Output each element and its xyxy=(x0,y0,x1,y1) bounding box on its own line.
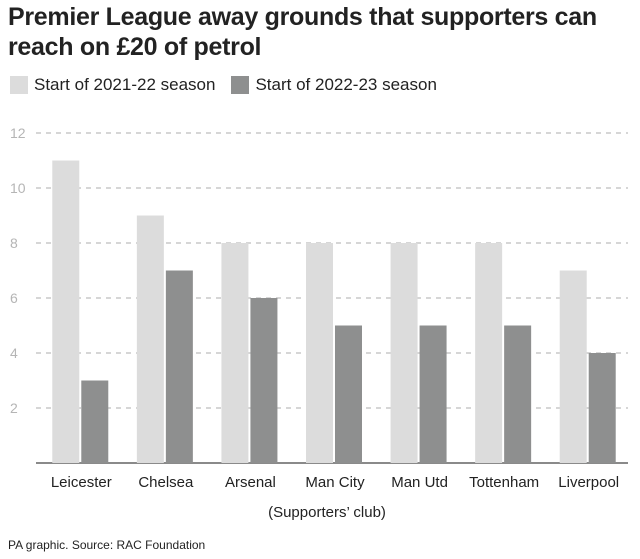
legend-swatch-2022-23 xyxy=(231,76,250,94)
bar-leicester-series-2 xyxy=(81,380,109,463)
source-footer: PA graphic. Source: RAC Foundation xyxy=(8,538,206,552)
legend-swatch-2021-22 xyxy=(10,76,28,94)
chart-legend: Start of 2021-22 season Start of 2022-23… xyxy=(10,72,453,98)
y-tick-label-12: 12 xyxy=(10,125,26,141)
x-tick-label-liverpool: Liverpool xyxy=(558,474,619,491)
bar-tottenham-series-1 xyxy=(475,243,503,463)
bar-chart: 2 4 6 8 10 12 Leicester Chelsea Arsenal Man City M… xyxy=(10,125,628,521)
legend-label-2022-23: Start of 2022-23 season xyxy=(255,75,437,94)
legend-item-2021-22: Start of 2021-22 season xyxy=(10,75,215,95)
bar-man-city-series-2 xyxy=(335,325,362,463)
legend-item-2022-23: Start of 2022-23 season xyxy=(231,75,437,95)
bar-man-utd-series-2 xyxy=(419,325,447,463)
legend-label-2021-22: Start of 2021-22 season xyxy=(34,75,216,94)
chart-title: Premier League away grounds that support… xyxy=(8,3,597,61)
bar-man-utd-series-1 xyxy=(390,243,418,463)
x-tick-label-chelsea: Chelsea xyxy=(138,474,194,491)
x-tick-label-arsenal: Arsenal xyxy=(225,474,276,491)
bar-chelsea-series-2 xyxy=(165,270,193,463)
bar-liverpool-series-2 xyxy=(588,353,616,463)
bar-arsenal-series-1 xyxy=(221,243,249,463)
x-tick-label-man-city: Man City xyxy=(305,474,365,491)
bar-arsenal-series-2 xyxy=(250,298,278,463)
x-tick-label-tottenham: Tottenham xyxy=(469,474,539,491)
bar-leicester-series-1 xyxy=(52,160,80,463)
y-tick-label-8: 8 xyxy=(10,235,18,251)
bar-liverpool-series-1 xyxy=(559,270,587,463)
bar-tottenham-series-2 xyxy=(504,325,532,463)
y-tick-label-4: 4 xyxy=(10,345,18,361)
bar-chelsea-series-1 xyxy=(136,215,164,463)
y-tick-label-6: 6 xyxy=(10,290,18,306)
x-tick-label-leicester: Leicester xyxy=(51,474,112,491)
y-tick-label-2: 2 xyxy=(10,400,18,416)
bar-man-city-series-1 xyxy=(306,243,333,463)
x-axis-title: (Supporters’ club) xyxy=(268,504,386,521)
x-tick-label-man-utd: Man Utd xyxy=(391,474,448,491)
y-tick-label-10: 10 xyxy=(10,180,26,196)
